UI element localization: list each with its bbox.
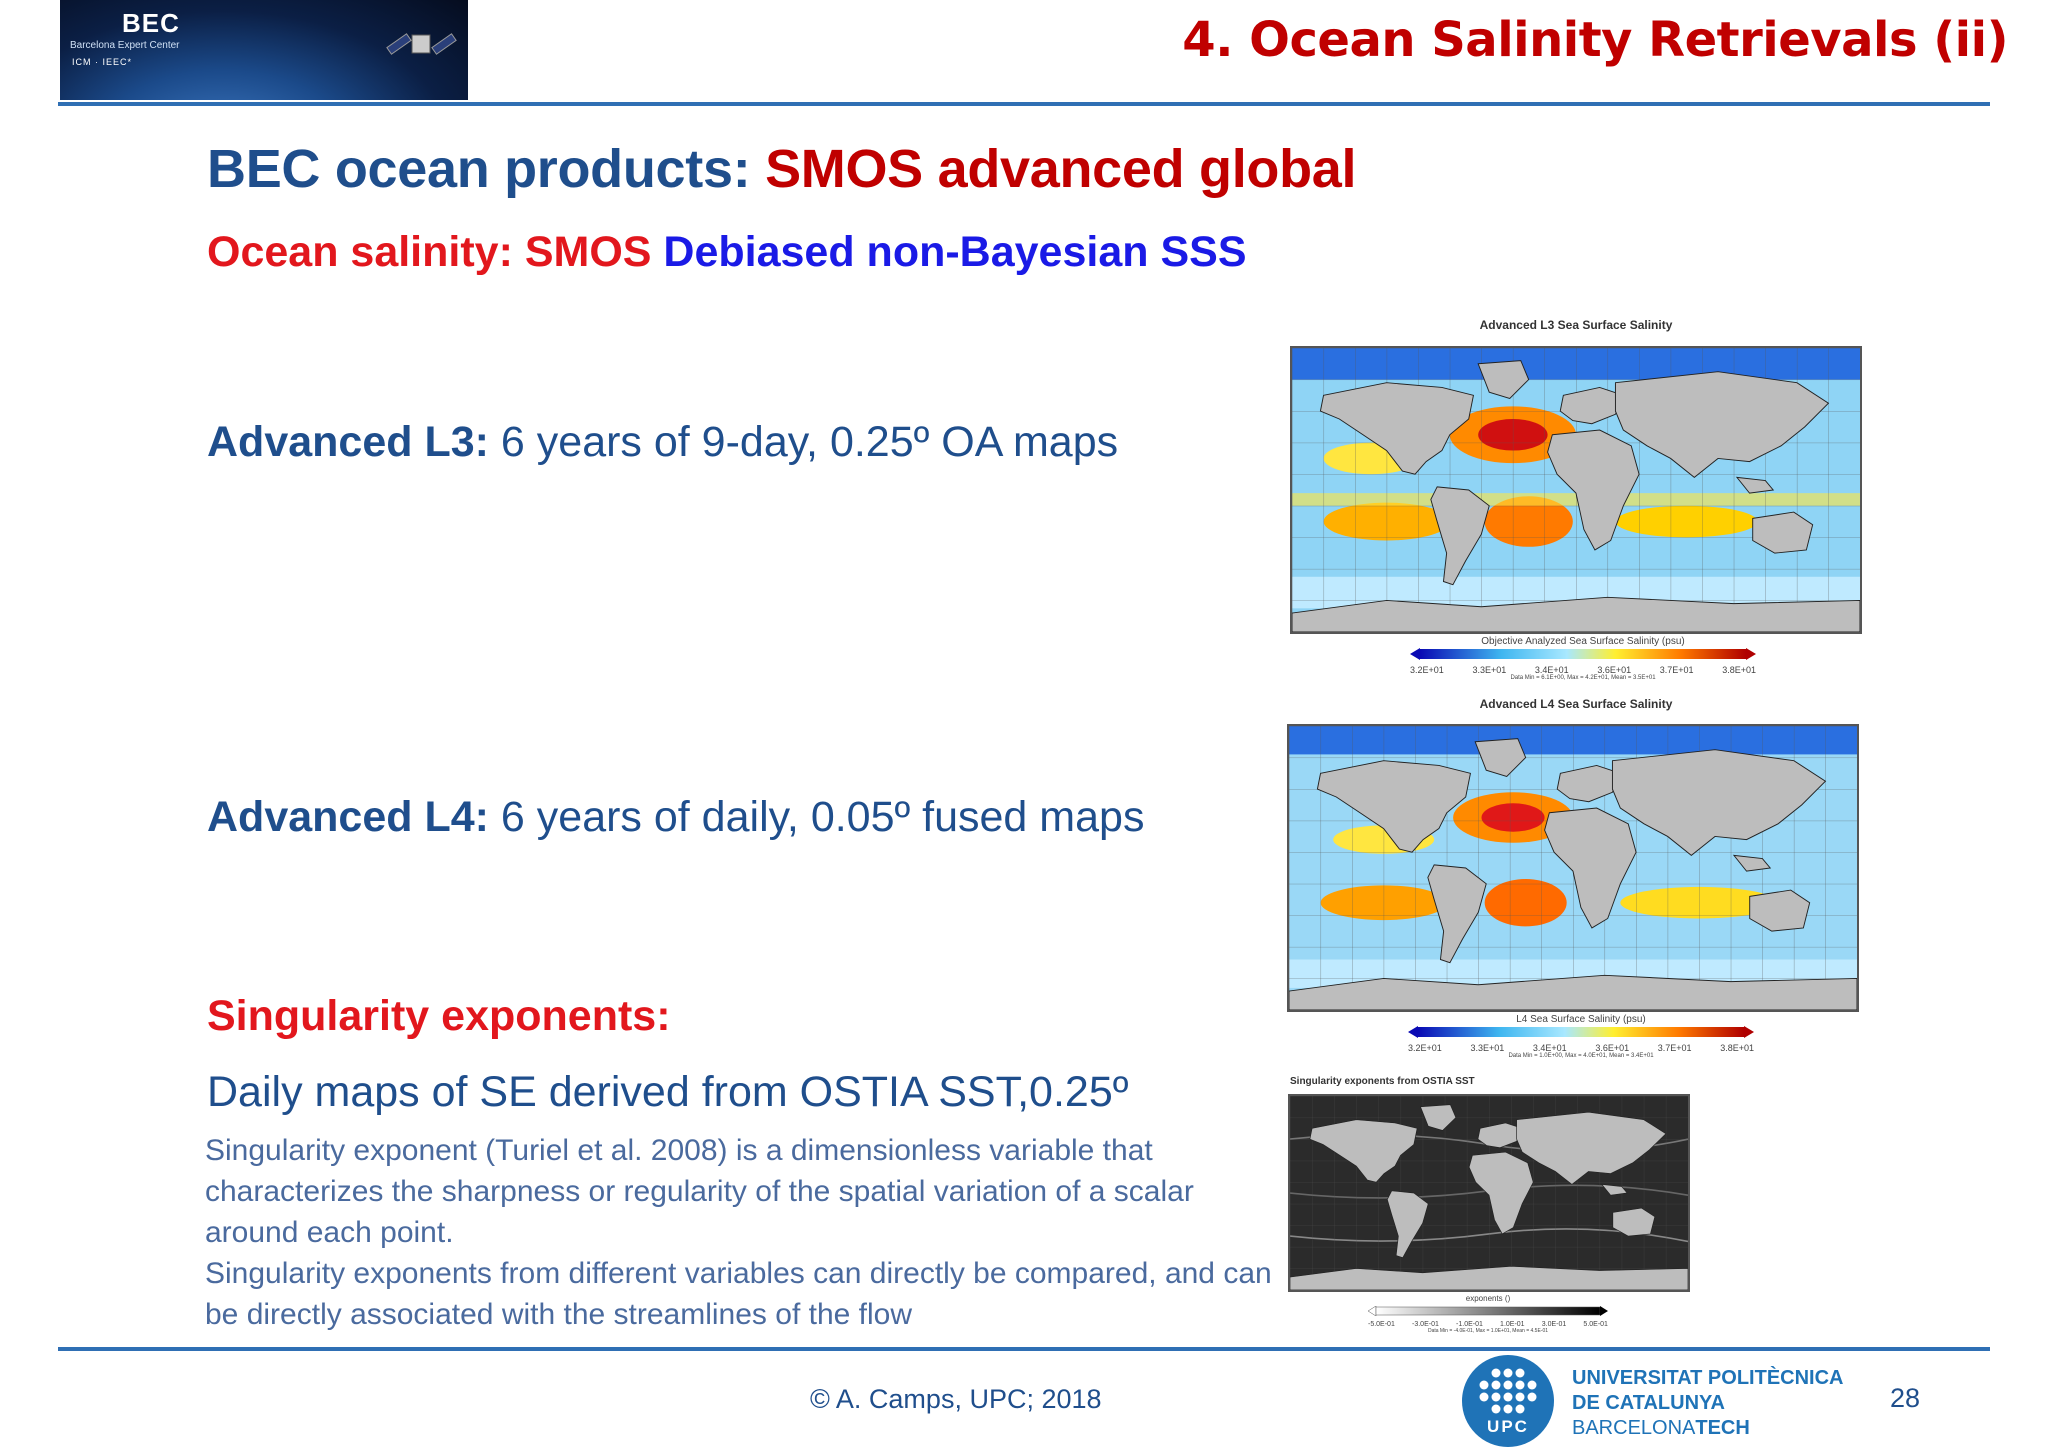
university-line-3-b: TECH xyxy=(1695,1417,1750,1439)
slide-title: 4. Ocean Salinity Retrievals (ii) xyxy=(1182,12,2008,68)
l4-description: Advanced L4: 6 years of daily, 0.05º fus… xyxy=(207,793,1144,842)
se-colorbar-gradient xyxy=(1367,1305,1608,1317)
main-heading-part2: SMOS advanced global xyxy=(765,139,1357,199)
se-stats: Data Min = -4.0E-01, Max = 1.0E+01, Mean… xyxy=(1427,1328,1549,1334)
page-number: 28 xyxy=(1890,1383,1921,1413)
main-heading-part1: BEC ocean products: xyxy=(207,139,766,199)
footer-divider xyxy=(58,1347,1990,1351)
university-line-1: UNIVERSITAT POLITÈCNICA xyxy=(1572,1367,1844,1389)
header-divider xyxy=(58,102,1990,106)
upc-logo-icon: UPC xyxy=(1462,1355,1554,1447)
l3-description: Advanced L3: 6 years of 9-day, 0.25º OA … xyxy=(207,418,1118,467)
l3-label: Advanced L3: xyxy=(207,418,489,466)
l3-colorbar-gradient xyxy=(1410,648,1756,660)
l4-label: Advanced L4: xyxy=(207,793,489,841)
l3-tick: 3.3E+01 xyxy=(1472,665,1507,675)
se-tick: -5.0E-01 xyxy=(1368,1321,1395,1328)
logo-name: BEC xyxy=(122,8,180,38)
l4-colorbar-gradient xyxy=(1408,1026,1754,1038)
se-description-2: Singularity exponents from different var… xyxy=(205,1257,1272,1331)
se-tick: 3.0E-01 xyxy=(1541,1321,1567,1328)
l4-tick: 3.6E+01 xyxy=(1595,1043,1630,1053)
logo-subtitle: Barcelona Expert Center xyxy=(70,40,180,51)
l3-colorbar: Objective Analyzed Sea Surface Salinity … xyxy=(1410,636,1756,681)
l4-map-caption: Advanced L4 Sea Surface Salinity xyxy=(1479,697,1673,711)
se-title: Singularity exponents: xyxy=(207,992,671,1040)
l3-tick: 3.4E+01 xyxy=(1534,665,1569,675)
copyright: © A. Camps, UPC; 2018 xyxy=(810,1384,1102,1414)
se-tick: 1.0E-01 xyxy=(1500,1321,1525,1328)
l4-text: 6 years of daily, 0.05º fused maps xyxy=(488,793,1145,841)
se-description-1: Singularity exponent (Turiel et al. 2008… xyxy=(205,1134,1194,1249)
l3-tick: 3.2E+01 xyxy=(1410,665,1444,675)
se-colorbar: exponents () -5.0E-01 -3.0E-01 -1.0E-01 1.0… xyxy=(1367,1294,1608,1334)
university-name: UNIVERSITAT POLITÈCNICA DE CATALUNYA BAR… xyxy=(1572,1366,1843,1441)
l4-tick: 3.8E+01 xyxy=(1720,1043,1754,1053)
subheading-part2: Debiased non-Bayesian SSS xyxy=(663,228,1247,276)
l3-stats: Data Min = 6.1E+00, Max = 4.2E+01, Mean … xyxy=(1510,675,1656,681)
l4-colorbar-label: L4 Sea Surface Salinity (psu) xyxy=(1516,1014,1646,1025)
se-tick: -3.0E-01 xyxy=(1412,1321,1439,1328)
l4-stats: Data Min = 1.0E+00, Max = 4.0E+01, Mean … xyxy=(1508,1053,1654,1059)
university-line-3: BARCELONATECH xyxy=(1572,1416,1843,1441)
se-colorbar-label: exponents () xyxy=(1465,1294,1511,1303)
university-line-2: DE CATALUNYA xyxy=(1572,1392,1725,1414)
satellite-icon xyxy=(386,33,457,55)
se-map xyxy=(1288,1094,1690,1292)
se-line: Daily maps of SE derived from OSTIA SST,… xyxy=(207,1068,1129,1116)
l3-tick: 3.7E+01 xyxy=(1659,665,1694,675)
l4-tick: 3.3E+01 xyxy=(1470,1043,1505,1053)
l4-tick: 3.7E+01 xyxy=(1657,1043,1692,1053)
subheading: Ocean salinity: SMOS Debiased non-Bayesi… xyxy=(207,228,1247,277)
l3-colorbar-label: Objective Analyzed Sea Surface Salinity … xyxy=(1481,636,1685,647)
l4-tick: 3.2E+01 xyxy=(1408,1043,1442,1053)
se-description: Singularity exponent (Turiel et al. 2008… xyxy=(205,1130,1285,1335)
bec-logo: BEC Barcelona Expert Center ICM · IEEC* xyxy=(60,0,468,100)
l4-colorbar-ticks: 3.2E+01 3.3E+01 3.4E+01 3.6E+01 3.7E+01 3.8E+… xyxy=(1408,1043,1754,1053)
logo-institutions: ICM · IEEC* xyxy=(72,57,133,67)
l3-tick: 3.6E+01 xyxy=(1597,665,1632,675)
se-tick: 5.0E-01 xyxy=(1583,1321,1608,1328)
upc-badge-text: UPC xyxy=(1487,1417,1529,1436)
l3-salinity-map xyxy=(1290,346,1862,634)
se-colorbar-ticks: -5.0E-01 -3.0E-01 -1.0E-01 1.0E-01 3.0E-01 5.… xyxy=(1368,1321,1608,1328)
l3-tick: 3.8E+01 xyxy=(1722,665,1756,675)
l4-colorbar: L4 Sea Surface Salinity (psu) 3.2E+01 3.3… xyxy=(1408,1014,1754,1059)
l3-map-caption: Advanced L3 Sea Surface Salinity xyxy=(1479,318,1673,332)
main-heading: BEC ocean products: SMOS advanced global xyxy=(207,138,1357,200)
se-map-caption: Singularity exponents from OSTIA SST xyxy=(1290,1076,1475,1087)
l4-salinity-map xyxy=(1287,724,1859,1012)
l4-tick: 3.4E+01 xyxy=(1532,1043,1567,1053)
l3-text: 6 years of 9-day, 0.25º OA maps xyxy=(488,418,1119,466)
l3-colorbar-ticks: 3.2E+01 3.3E+01 3.4E+01 3.6E+01 3.7E+01 3.8E+… xyxy=(1410,665,1756,675)
se-tick: -1.0E-01 xyxy=(1456,1321,1483,1328)
university-line-3-a: BARCELONA xyxy=(1572,1417,1696,1439)
subheading-part1: Ocean salinity: SMOS xyxy=(207,228,664,276)
